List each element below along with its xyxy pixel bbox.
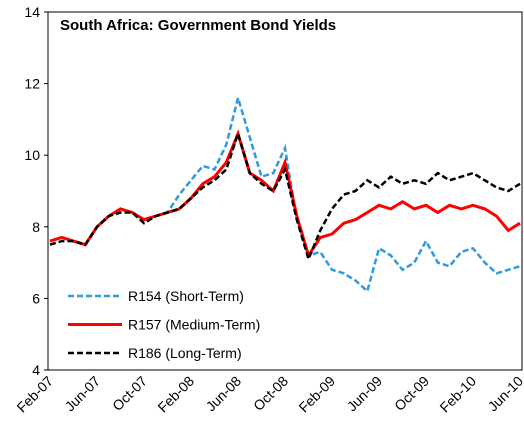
x-tick-label: Feb-09 — [295, 373, 338, 416]
x-tick-label: Feb-07 — [13, 373, 56, 416]
series-line — [49, 129, 521, 263]
y-tick-label: 8 — [32, 219, 40, 235]
x-tick-label: Jun-10 — [485, 373, 524, 415]
x-tick-label: Oct-07 — [109, 373, 150, 414]
x-tick-label: Feb-08 — [154, 373, 197, 416]
y-tick-label: 4 — [32, 362, 40, 378]
x-tick-label: Jun-09 — [344, 373, 386, 415]
y-tick-label: 6 — [32, 290, 40, 306]
x-tick-label: Oct-09 — [391, 373, 432, 414]
chart-title: South Africa: Government Bond Yields — [60, 17, 336, 34]
plot-frame — [47, 11, 523, 371]
y-tick-label: 10 — [24, 147, 40, 163]
x-tick-label: Oct-08 — [250, 373, 291, 414]
x-tick-label: Jun-08 — [203, 373, 245, 415]
x-tick-label: Jun-07 — [62, 373, 104, 415]
legend-label: R186 (Long-Term) — [128, 345, 242, 361]
y-tick-label: 12 — [24, 76, 40, 92]
y-tick-label: 14 — [24, 4, 40, 20]
legend-label: R154 (Short-Term) — [128, 288, 244, 304]
x-tick-label: Feb-10 — [436, 373, 479, 416]
legend-label: R157 (Medium-Term) — [128, 317, 260, 333]
series-line — [49, 129, 521, 259]
series-line — [49, 93, 521, 294]
